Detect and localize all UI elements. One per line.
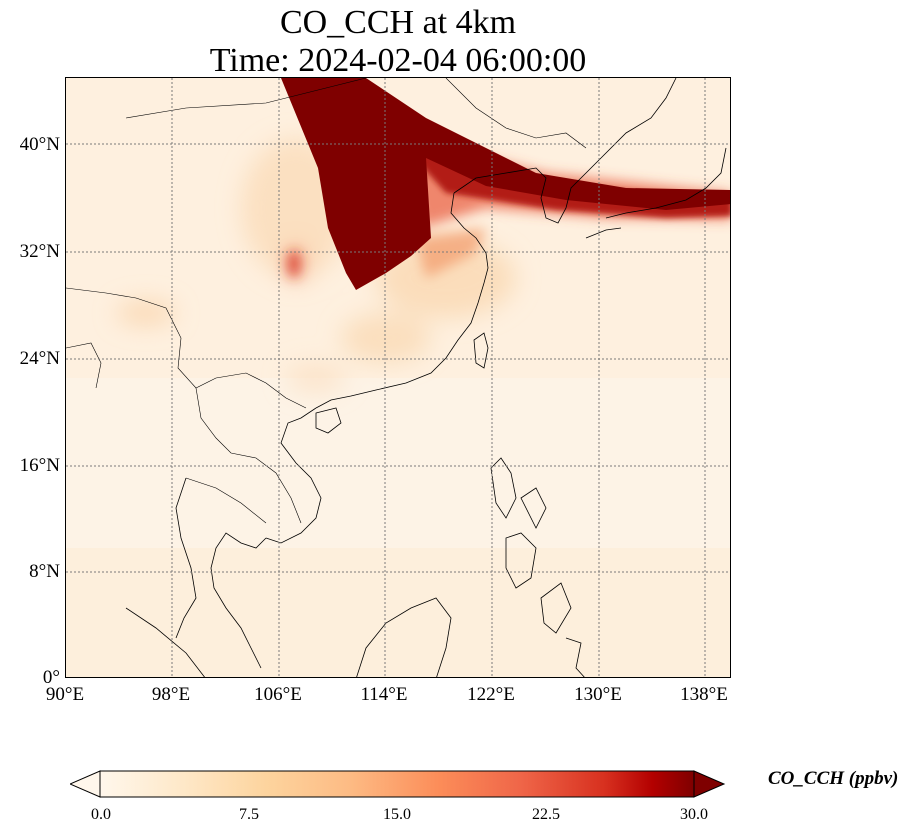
plume-haze <box>116 138 516 393</box>
x-tick-90e: 90°E <box>45 684 85 705</box>
colorbar-gradient <box>99 770 695 798</box>
x-tick-130e: 130°E <box>574 684 622 705</box>
gridlines <box>66 78 730 677</box>
colorbar-tick-0: 0.0 <box>91 806 111 823</box>
x-tick-122e: 122°E <box>467 684 515 705</box>
x-tick-98e: 98°E <box>151 684 191 705</box>
y-tick-32n: 32°N <box>19 241 60 262</box>
y-tick-16n: 16°N <box>19 455 60 476</box>
y-tick-0: 0° <box>42 667 60 688</box>
map-panel <box>65 77 731 678</box>
map-title-line2: Time: 2024-02-04 06:00:00 <box>209 42 587 79</box>
colorbar-tick-30: 30.0 <box>680 806 708 823</box>
plume-core <box>281 78 730 290</box>
map-title-line1: CO_CCH at 4km <box>279 4 517 41</box>
colorbar-label: CO_CCH (ppbv) <box>768 768 899 789</box>
colorbar <box>70 770 726 798</box>
colorbar-tick-22-5: 22.5 <box>532 806 560 823</box>
x-tick-138e: 138°E <box>680 684 728 705</box>
colorbar-extend-min <box>70 770 101 798</box>
colorbar-tick-15: 15.0 <box>383 806 411 823</box>
colorbar-tick-7-5: 7.5 <box>239 806 259 823</box>
y-tick-8n: 8°N <box>29 561 60 582</box>
colorbar-extend-max <box>693 770 726 798</box>
y-tick-24n: 24°N <box>19 348 60 369</box>
coastlines <box>66 78 727 677</box>
x-tick-114e: 114°E <box>360 684 408 705</box>
x-tick-106e: 106°E <box>254 684 302 705</box>
y-tick-40n: 40°N <box>19 134 60 155</box>
field-south-tint <box>66 548 730 677</box>
map-canvas <box>66 78 730 677</box>
